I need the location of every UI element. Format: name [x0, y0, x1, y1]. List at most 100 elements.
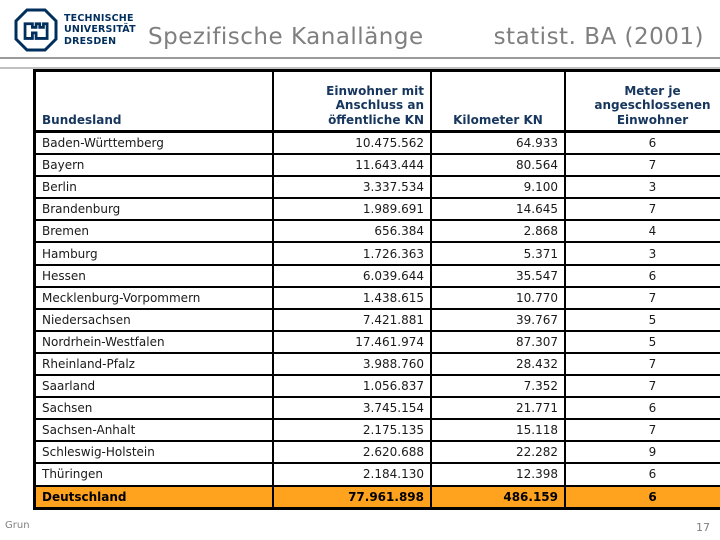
table-row: Bayern 11.643.444 80.564 7 [33, 153, 720, 178]
total-value-cell: 486.159 [430, 484, 566, 510]
value-cell: 14.645 [430, 197, 566, 222]
slide-subtitle: statist. BA (2001) [493, 24, 704, 50]
total-row-deutschland: Deutschland 77.961.898 486.159 6 [33, 484, 720, 510]
page-number: 17 [696, 521, 710, 534]
value-cell: 10.475.562 [272, 130, 432, 156]
bundesland-cell: Thüringen [33, 462, 274, 487]
table-row: Rheinland-Pfalz 3.988.760 28.432 7 [33, 351, 720, 377]
header-divider-line [0, 57, 720, 59]
logo-line-1: TECHNISCHE [64, 12, 134, 24]
value-cell: 7 [564, 351, 720, 377]
column-header-2: Kilometer KN [430, 69, 566, 133]
value-cell: 6 [564, 263, 720, 288]
value-cell: 3.337.534 [272, 175, 432, 200]
value-cell: 1.989.691 [272, 197, 432, 222]
logo-wordmark: TECHNISCHE UNIVERSITÄT DRESDEN [64, 13, 136, 48]
value-cell: 2.184.130 [272, 462, 432, 487]
footer-text-fragment: Grun [5, 520, 30, 531]
value-cell: 7 [564, 153, 720, 178]
value-cell: 10.770 [430, 285, 566, 310]
table-row: Hamburg 1.726.363 5.371 3 [33, 241, 720, 266]
value-cell: 656.384 [272, 219, 432, 244]
value-cell: 12.398 [430, 462, 566, 487]
value-cell: 9.100 [430, 175, 566, 200]
value-cell: 6 [564, 396, 720, 421]
value-cell: 3.745.154 [272, 396, 432, 421]
column-header-0: Bundesland [33, 69, 274, 133]
value-cell: 7 [564, 418, 720, 443]
value-cell: 3.988.760 [272, 351, 432, 377]
bundesland-cell: Hessen [33, 263, 274, 288]
value-cell: 1.056.837 [272, 374, 432, 399]
logo-line-3: DRESDEN [64, 35, 117, 47]
value-cell: 11.643.444 [272, 153, 432, 178]
table-row: Nordrhein-Westfalen 17.461.974 87.307 5 [33, 329, 720, 354]
table-row: Sachsen-Anhalt 2.175.135 15.118 7 [33, 418, 720, 443]
table-header-row: Bundesland Einwohner mit Anschluss an öff… [33, 69, 720, 133]
value-cell: 2.620.688 [272, 440, 432, 465]
value-cell: 87.307 [430, 329, 566, 354]
value-cell: 2.868 [430, 219, 566, 244]
value-cell: 17.461.974 [272, 329, 432, 354]
total-label-cell: Deutschland [33, 484, 274, 510]
tu-dresden-logo: TECHNISCHE UNIVERSITÄT DRESDEN [14, 8, 136, 52]
value-cell: 1.438.615 [272, 285, 432, 310]
value-cell: 6 [564, 130, 720, 156]
table-row: Schleswig-Holstein 2.620.688 22.282 9 [33, 440, 720, 465]
tu-dresden-logo-icon [14, 8, 58, 52]
table-row: Berlin 3.337.534 9.100 3 [33, 175, 720, 200]
bundesland-cell: Mecklenburg-Vorpommern [33, 285, 274, 310]
value-cell: 2.175.135 [272, 418, 432, 443]
bundesland-cell: Rheinland-Pfalz [33, 351, 274, 377]
table-row: Thüringen 2.184.130 12.398 6 [33, 462, 720, 487]
table-row: Mecklenburg-Vorpommern 1.438.615 10.770 7 [33, 285, 720, 310]
bundesland-cell: Bremen [33, 219, 274, 244]
table-row: Baden-Württemberg 10.475.562 64.933 6 [33, 130, 720, 156]
value-cell: 7.421.881 [272, 307, 432, 332]
column-header-1: Einwohner mit Anschluss an öffentliche K… [272, 69, 432, 133]
table-row: Bremen 656.384 2.868 4 [33, 219, 720, 244]
value-cell: 22.282 [430, 440, 566, 465]
bundesland-cell: Hamburg [33, 241, 274, 266]
bundesland-cell: Schleswig-Holstein [33, 440, 274, 465]
total-value-cell: 77.961.898 [272, 484, 432, 510]
value-cell: 21.771 [430, 396, 566, 421]
header-divider-line-2 [0, 67, 720, 69]
total-value-cell: 6 [564, 484, 720, 510]
table-row: Niedersachsen 7.421.881 39.767 5 [33, 307, 720, 332]
value-cell: 80.564 [430, 153, 566, 178]
value-cell: 35.547 [430, 263, 566, 288]
value-cell: 5.371 [430, 241, 566, 266]
bundesland-cell: Niedersachsen [33, 307, 274, 332]
bundesland-cell: Brandenburg [33, 197, 274, 222]
value-cell: 4 [564, 219, 720, 244]
bundesland-cell: Sachsen [33, 396, 274, 421]
bundesland-cell: Nordrhein-Westfalen [33, 329, 274, 354]
column-header-3: Meter je angeschlossenen Einwohner [564, 69, 720, 133]
value-cell: 7 [564, 374, 720, 399]
bundesland-statistics-table: Bundesland Einwohner mit Anschluss an öff… [33, 69, 720, 510]
value-cell: 5 [564, 329, 720, 354]
value-cell: 3 [564, 241, 720, 266]
value-cell: 39.767 [430, 307, 566, 332]
value-cell: 15.118 [430, 418, 566, 443]
bundesland-cell: Bayern [33, 153, 274, 178]
value-cell: 7 [564, 197, 720, 222]
bundesland-cell: Berlin [33, 175, 274, 200]
table-row: Brandenburg 1.989.691 14.645 7 [33, 197, 720, 222]
table-row: Sachsen 3.745.154 21.771 6 [33, 396, 720, 421]
value-cell: 6 [564, 462, 720, 487]
bundesland-cell: Saarland [33, 374, 274, 399]
value-cell: 28.432 [430, 351, 566, 377]
value-cell: 5 [564, 307, 720, 332]
value-cell: 6.039.644 [272, 263, 432, 288]
bundesland-cell: Sachsen-Anhalt [33, 418, 274, 443]
value-cell: 9 [564, 440, 720, 465]
slide-title: Spezifische Kanallänge [148, 24, 424, 50]
value-cell: 3 [564, 175, 720, 200]
value-cell: 7.352 [430, 374, 566, 399]
table-row: Hessen 6.039.644 35.547 6 [33, 263, 720, 288]
bundesland-cell: Baden-Württemberg [33, 130, 274, 156]
value-cell: 1.726.363 [272, 241, 432, 266]
